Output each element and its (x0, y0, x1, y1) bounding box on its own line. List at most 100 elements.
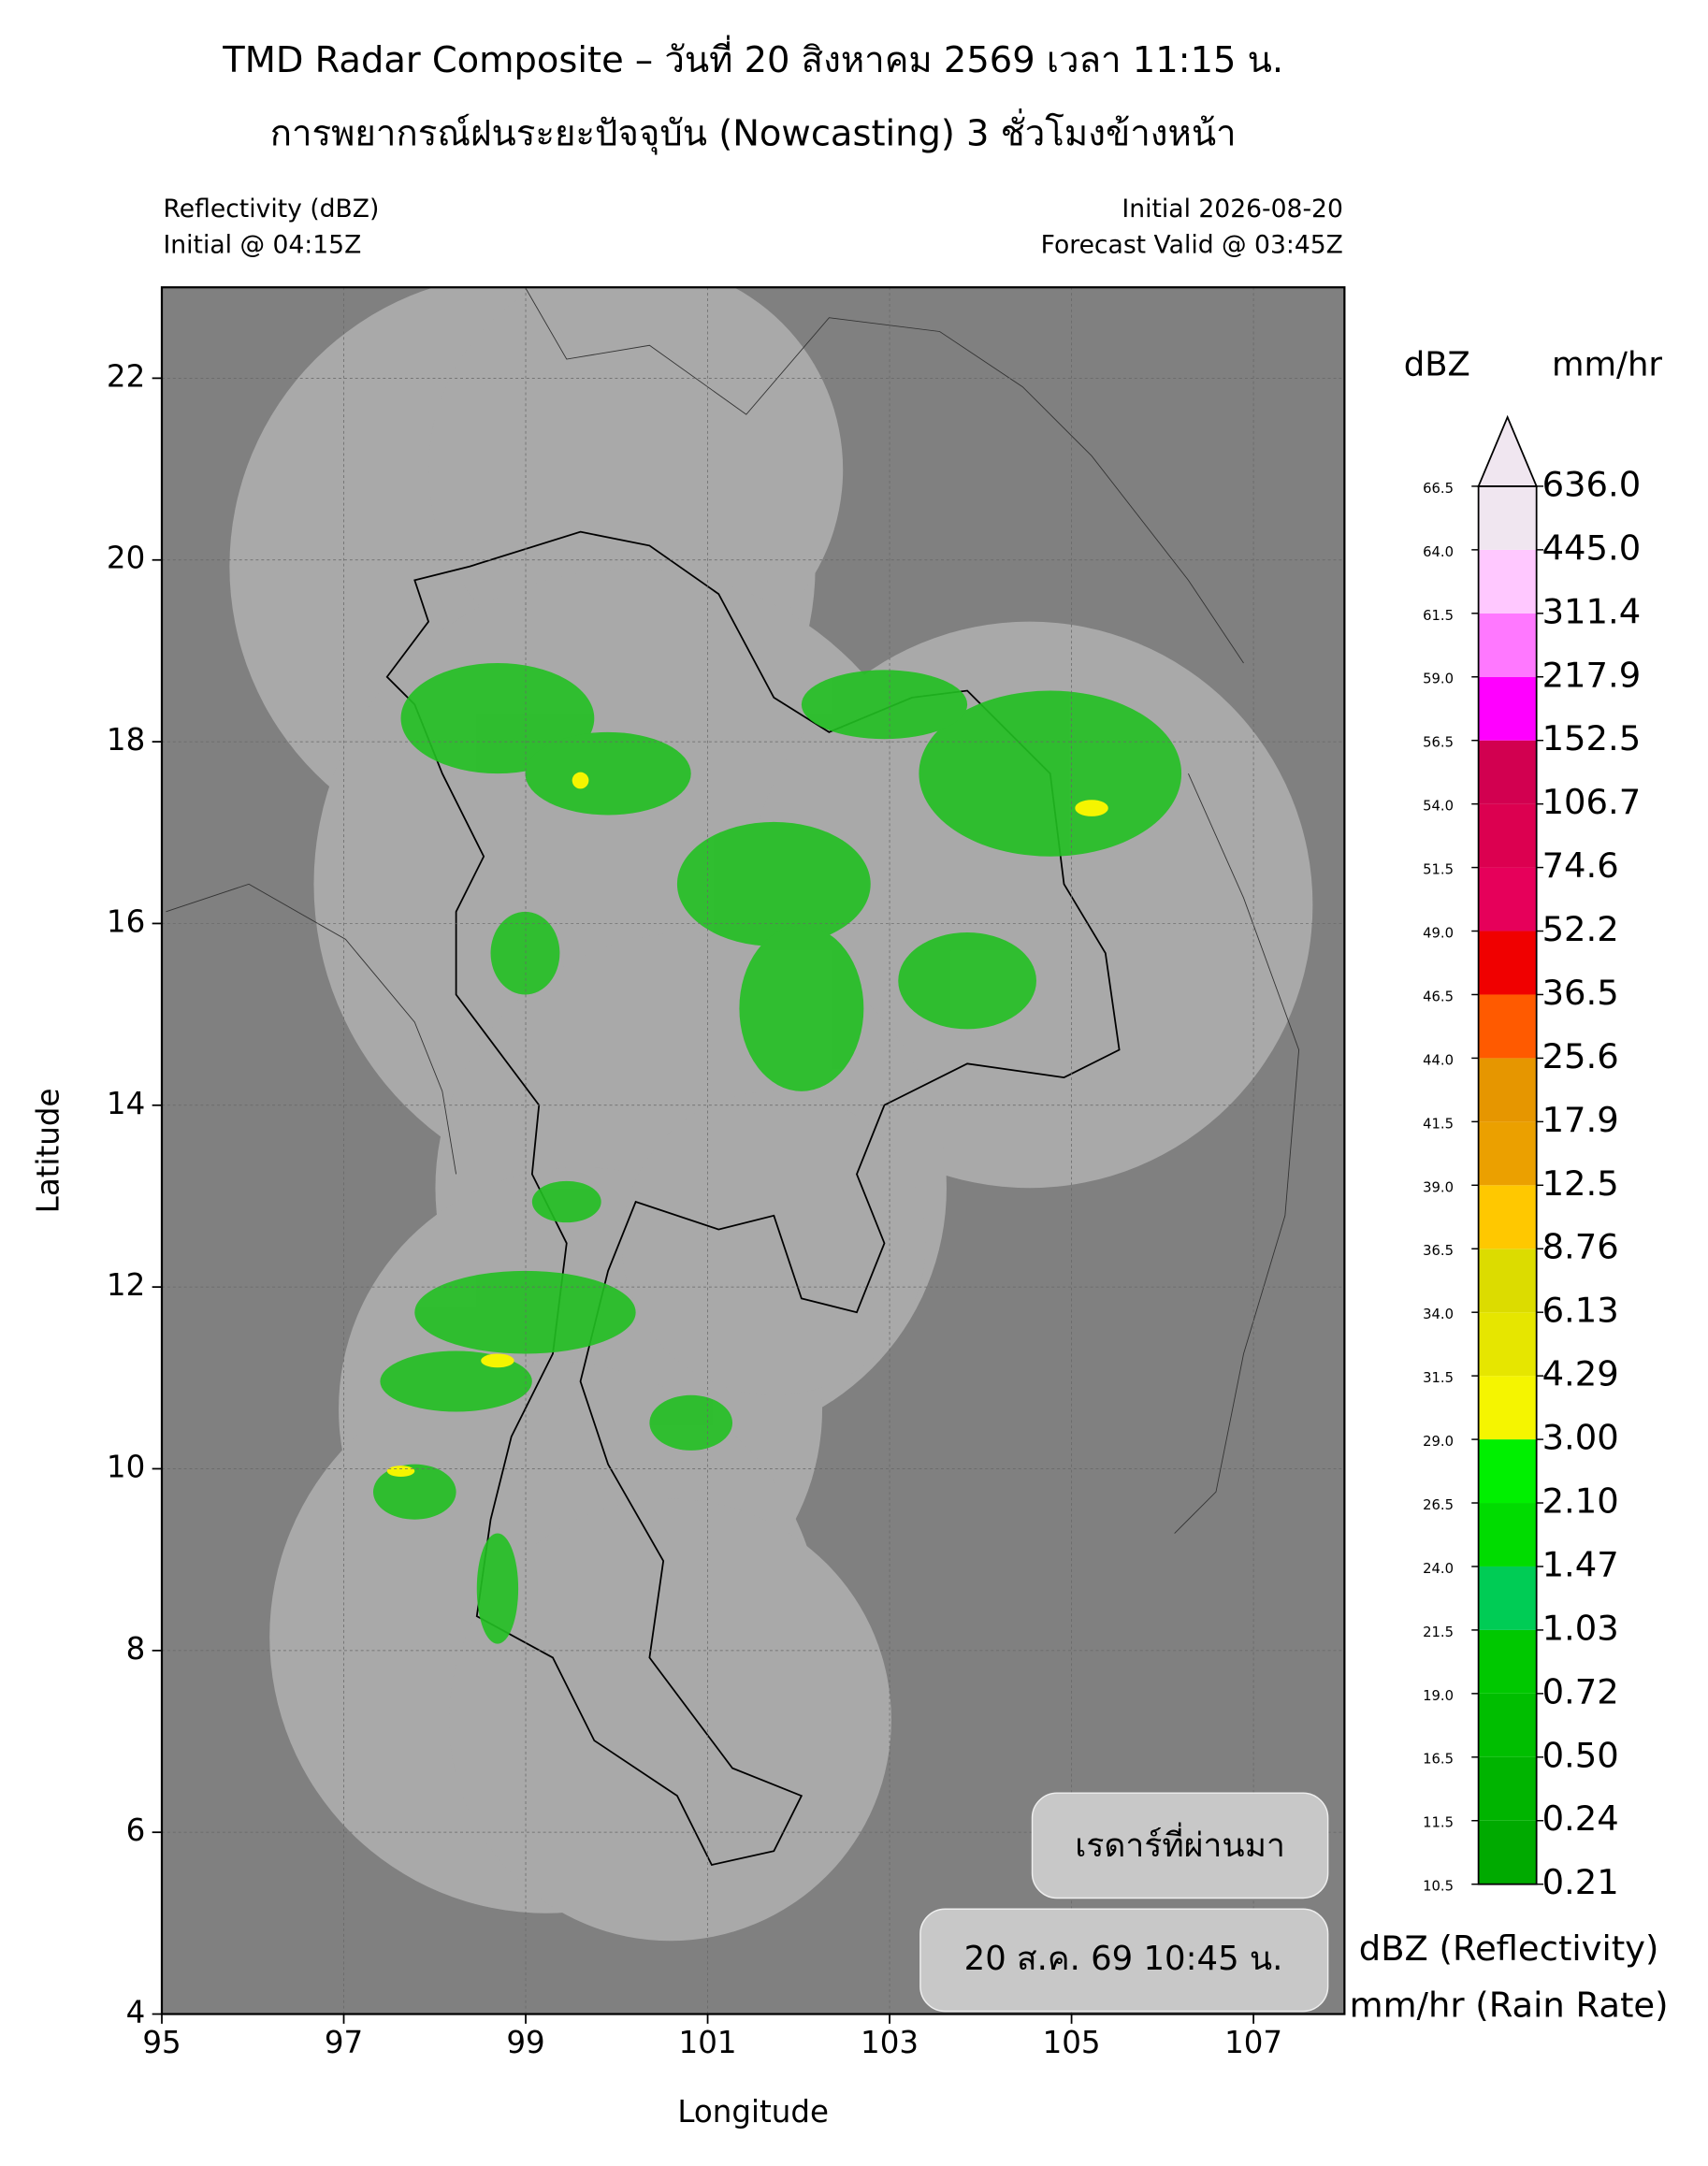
colorbar-dbz-label: 10.5 (1423, 1879, 1454, 1895)
colorbar-title: dBZ (1404, 345, 1470, 383)
colorbar-dbz-label: 21.5 (1423, 1624, 1454, 1640)
colorbar-rain-label: 152.5 (1542, 718, 1642, 758)
y-tick-label: 18 (107, 722, 145, 758)
y-axis-label: Latitude (30, 1089, 65, 1214)
colorbar-segment (1478, 1629, 1537, 1694)
button[interactable]: เรดาร์ที่ผ่านมา (1031, 1792, 1329, 1899)
x-tick-label: 97 (325, 2025, 363, 2060)
colorbar-rain-label: 6.13 (1542, 1291, 1619, 1331)
colorbar-dbz-label: 39.0 (1423, 1179, 1454, 1195)
colorbar-dbz-label: 29.0 (1423, 1434, 1454, 1450)
button[interactable]: 20 ส.ค. 69 10:45 น. (919, 1908, 1329, 2013)
colorbar-segment (1478, 676, 1537, 741)
colorbar-segment (1478, 1121, 1537, 1186)
colorbar-dbz-label: 31.5 (1423, 1370, 1454, 1386)
colorbar-dbz-label: 61.5 (1423, 608, 1454, 624)
colorbar-segment (1478, 613, 1537, 677)
colorbar-rain-label: 217.9 (1542, 655, 1642, 695)
colorbar-segment (1478, 931, 1537, 995)
colorbar-rain-label: 445.0 (1542, 527, 1642, 568)
y-tick-label: 6 (126, 1812, 146, 1848)
y-tick-label: 12 (107, 1267, 145, 1303)
colorbar-dbz-label: 59.0 (1423, 671, 1454, 687)
colorbar-rain-label: 3.00 (1542, 1418, 1619, 1458)
radar-echoes-strong (386, 772, 1108, 1477)
colorbar-dbz-label: 24.0 (1423, 1561, 1454, 1577)
colorbar-dbz-label: 49.0 (1423, 925, 1454, 941)
colorbar-extension (1477, 414, 1538, 487)
colorbar-segment (1478, 1439, 1537, 1504)
colorbar-dbz-label: 56.5 (1423, 735, 1454, 751)
colorbar-segment (1478, 549, 1537, 614)
colorbar-dbz-label: 19.0 (1423, 1688, 1454, 1704)
colorbar-rain-label: 2.10 (1542, 1481, 1619, 1522)
colorbar-segment (1478, 1503, 1537, 1567)
button-bg[interactable] (919, 1908, 1329, 2013)
colorbar-dbz-label: 51.5 (1423, 862, 1454, 878)
x-tick-label: 101 (679, 2025, 737, 2060)
colorbar-dbz-label: 66.5 (1423, 481, 1454, 497)
colorbar-dbz-label: 54.0 (1423, 799, 1454, 815)
colorbar-dbz-label: 44.0 (1423, 1052, 1454, 1068)
colorbar-segment (1478, 1185, 1537, 1249)
header-left: Reflectivity (dBZ) (163, 195, 379, 224)
colorbar-segment (1478, 740, 1537, 804)
colorbar-rain-label: 12.5 (1542, 1163, 1619, 1204)
colorbar-dbz-label: 34.0 (1423, 1307, 1454, 1322)
colorbar-rain-label: 4.29 (1542, 1354, 1619, 1394)
button-bg[interactable] (1031, 1792, 1329, 1899)
colorbar-rain-label: 0.24 (1542, 1798, 1619, 1839)
colorbar-rain-label: 36.5 (1542, 973, 1619, 1013)
y-tick-label: 10 (107, 1449, 145, 1484)
colorbar-rain-label: 17.9 (1542, 1100, 1619, 1140)
colorbar-segment (1478, 1820, 1537, 1884)
y-tick-label: 22 (107, 358, 145, 394)
colorbar: 10.5 11.5 16.5 19.0 21.5 24.0 26.5 29.0 31.5 34.0… (1423, 414, 1642, 1902)
y-tick-label: 8 (126, 1631, 146, 1667)
y-tick-label: 4 (126, 1995, 146, 2030)
x-tick-label: 107 (1224, 2025, 1282, 2060)
x-tick-label: 105 (1043, 2025, 1101, 2060)
subtitle: การพยากรณ์ฝนระยะปัจจุบัน (Nowcasting) 3 … (270, 108, 1237, 154)
colorbar-rain-label: 1.47 (1542, 1544, 1619, 1584)
x-axis-label: Longitude (677, 2094, 829, 2130)
colorbar-segment (1478, 994, 1537, 1059)
colorbar-title: mm/hr (1552, 345, 1662, 383)
plot-frame (160, 286, 1346, 2015)
colorbar-segment (1478, 1058, 1537, 1122)
colorbar-rain-label: 25.6 (1542, 1036, 1619, 1076)
header-right: Forecast Valid @ 03:45Z (1041, 230, 1343, 259)
colorbar-segment (1478, 1249, 1537, 1313)
map (162, 287, 1345, 2014)
colorbar-rain-label: 106.7 (1542, 782, 1642, 822)
x-tick-label: 95 (142, 2025, 181, 2060)
colorbar-segment (1478, 485, 1537, 550)
x-tick-label: 99 (506, 2025, 544, 2060)
colorbar-caption: mm/hr (Rain Rate) (1350, 1986, 1669, 2026)
header-right: Initial 2026-08-20 (1122, 195, 1342, 224)
colorbar-segment (1478, 1376, 1537, 1440)
colorbar-segment (1478, 1312, 1537, 1377)
colorbar-dbz-label: 41.5 (1423, 1116, 1454, 1132)
colorbar-dbz-label: 26.5 (1423, 1497, 1454, 1513)
colorbar-rain-label: 74.6 (1542, 845, 1619, 886)
colorbar-dbz-label: 11.5 (1423, 1815, 1454, 1831)
colorbar-dbz-label: 64.0 (1423, 544, 1454, 560)
header-left: Initial @ 04:15Z (163, 230, 361, 259)
colorbar-segment (1478, 1693, 1537, 1757)
colorbar-rain-label: 1.03 (1542, 1608, 1619, 1648)
title: TMD Radar Composite – วันที่ 20 สิงหาคม … (222, 35, 1283, 81)
button-label[interactable]: เรดาร์ที่ผ่านมา (1075, 1822, 1285, 1865)
x-tick-label: 103 (861, 2025, 919, 2060)
colorbar-segment (1478, 803, 1537, 868)
colorbar-rain-label: 0.21 (1542, 1862, 1619, 1902)
button-label[interactable]: 20 ส.ค. 69 10:45 น. (964, 1940, 1283, 1978)
y-tick-label: 16 (107, 903, 145, 939)
colorbar-segment (1478, 1566, 1537, 1630)
thailand-border (385, 530, 1121, 1867)
colorbar-rain-label: 0.72 (1542, 1671, 1619, 1711)
y-tick-label: 20 (107, 541, 145, 576)
colorbar-dbz-label: 46.5 (1423, 989, 1454, 1004)
